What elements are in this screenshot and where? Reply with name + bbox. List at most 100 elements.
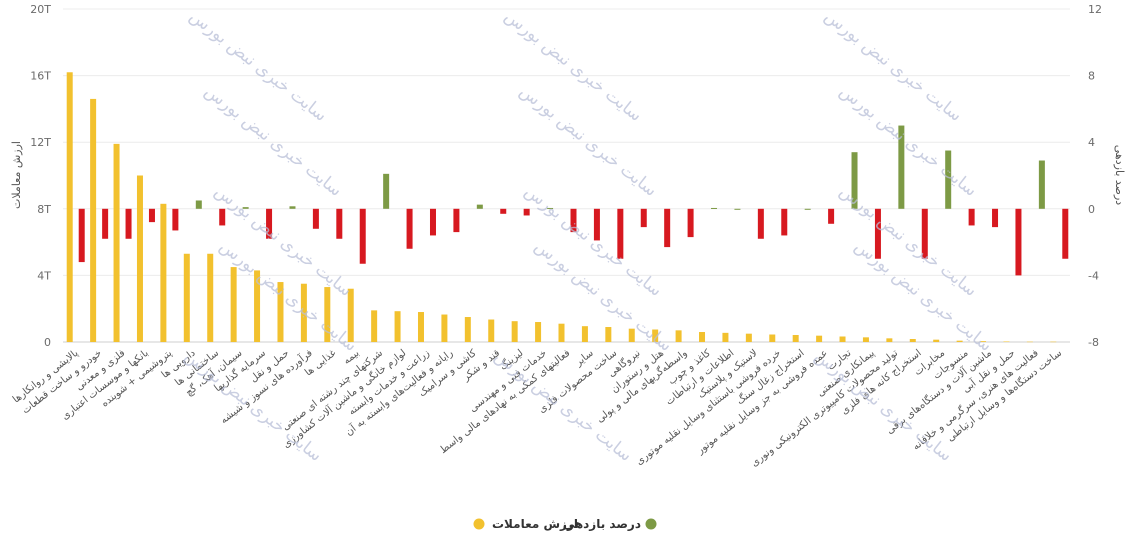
left-tick-label: 16T bbox=[30, 70, 51, 83]
return-bar bbox=[781, 208, 788, 236]
right-tick-label: -8 bbox=[1088, 336, 1099, 349]
return-bar bbox=[711, 207, 718, 209]
value-bar bbox=[1050, 341, 1057, 343]
return-bar bbox=[242, 207, 249, 209]
value-bar bbox=[886, 338, 893, 342]
return-bar bbox=[757, 208, 764, 239]
value-bar bbox=[980, 341, 987, 342]
value-bar bbox=[207, 253, 214, 342]
value-bar bbox=[417, 312, 424, 342]
return-bar bbox=[219, 208, 226, 226]
return-bar bbox=[195, 200, 202, 209]
return-bar bbox=[266, 208, 273, 239]
watermark-text: سایت خبری نبض بورس bbox=[516, 81, 661, 201]
return-bar bbox=[640, 208, 647, 228]
right-tick-label: 0 bbox=[1088, 203, 1095, 216]
return-bar bbox=[593, 208, 600, 241]
return-bar bbox=[1038, 160, 1045, 209]
return-bar bbox=[476, 204, 483, 209]
value-bar bbox=[371, 310, 378, 342]
return-bar bbox=[945, 150, 952, 209]
legend-label-return: درصد بازدهی bbox=[563, 517, 641, 531]
right-tick-label: -4 bbox=[1088, 269, 1099, 282]
return-bar bbox=[898, 125, 905, 209]
return-bar bbox=[148, 208, 155, 223]
value-bar bbox=[605, 327, 612, 342]
value-bar bbox=[66, 72, 73, 343]
return-bar bbox=[336, 208, 343, 239]
return-bar bbox=[570, 208, 577, 233]
value-bar bbox=[909, 339, 916, 342]
value-bar bbox=[1003, 341, 1010, 343]
legend-swatch-return bbox=[645, 518, 657, 530]
value-bar bbox=[675, 330, 682, 342]
value-bar bbox=[839, 336, 846, 342]
left-tick-label: 20T bbox=[30, 3, 51, 16]
left-axis-title: ارزش معاملات bbox=[10, 141, 23, 209]
return-bar bbox=[453, 208, 460, 233]
value-bar bbox=[347, 288, 354, 342]
return-bar bbox=[289, 206, 296, 209]
return-bar bbox=[125, 208, 132, 239]
return-bar bbox=[383, 173, 390, 209]
left-tick-label: 4T bbox=[37, 269, 51, 282]
value-bar bbox=[183, 253, 190, 342]
value-bar bbox=[558, 323, 565, 342]
return-bar bbox=[992, 208, 999, 228]
value-bar bbox=[1026, 341, 1033, 343]
return-bar bbox=[921, 208, 928, 259]
value-bar bbox=[277, 282, 284, 342]
return-bar bbox=[664, 208, 671, 248]
return-bar bbox=[429, 208, 436, 236]
value-bar bbox=[488, 319, 495, 342]
return-bar bbox=[968, 208, 975, 226]
return-bar bbox=[500, 208, 507, 214]
right-tick-label: 4 bbox=[1088, 136, 1095, 149]
right-axis-title: درصد بازدهی bbox=[1113, 145, 1126, 206]
value-bar bbox=[464, 317, 471, 342]
value-bar bbox=[441, 314, 448, 342]
return-bar bbox=[734, 208, 741, 210]
right-tick-label: 12 bbox=[1088, 3, 1102, 16]
return-bar bbox=[828, 208, 835, 224]
return-bar bbox=[617, 208, 624, 259]
watermark-text: سایت خبری نبض بورس bbox=[186, 6, 331, 126]
return-bar bbox=[312, 208, 319, 229]
value-bar bbox=[113, 143, 120, 342]
value-bar bbox=[230, 267, 237, 342]
right-tick-label: 8 bbox=[1088, 70, 1095, 83]
value-bar bbox=[300, 283, 307, 342]
value-bar bbox=[628, 328, 635, 342]
return-bar bbox=[406, 208, 413, 249]
value-bar bbox=[324, 287, 331, 342]
return-bar bbox=[359, 208, 366, 264]
value-bar bbox=[816, 335, 823, 342]
value-bar bbox=[652, 329, 659, 342]
return-bar bbox=[874, 208, 881, 259]
value-bar bbox=[581, 326, 588, 342]
value-bar bbox=[535, 322, 542, 342]
return-bar bbox=[804, 208, 811, 210]
value-bar bbox=[254, 270, 261, 342]
return-bar bbox=[687, 208, 694, 238]
value-bar bbox=[956, 340, 963, 342]
left-tick-label: 8T bbox=[37, 203, 51, 216]
legend-label-value: ارزش معاملات bbox=[492, 517, 578, 531]
left-tick-label: 0 bbox=[44, 336, 51, 349]
return-bar bbox=[78, 208, 85, 263]
return-bar bbox=[547, 207, 554, 209]
value-bar bbox=[394, 311, 401, 342]
return-bar bbox=[1015, 208, 1022, 276]
watermark-text: سایت خبری نبض بورس bbox=[501, 6, 646, 126]
return-bar bbox=[851, 152, 858, 209]
value-bar bbox=[722, 332, 729, 342]
return-bar bbox=[102, 208, 109, 239]
return-bar bbox=[523, 208, 530, 216]
watermark-text: سایت خبری نبض بورس bbox=[821, 6, 966, 126]
value-bar bbox=[862, 337, 869, 342]
value-bar bbox=[745, 333, 752, 342]
left-tick-label: 12T bbox=[30, 136, 51, 149]
value-bar bbox=[769, 334, 776, 342]
